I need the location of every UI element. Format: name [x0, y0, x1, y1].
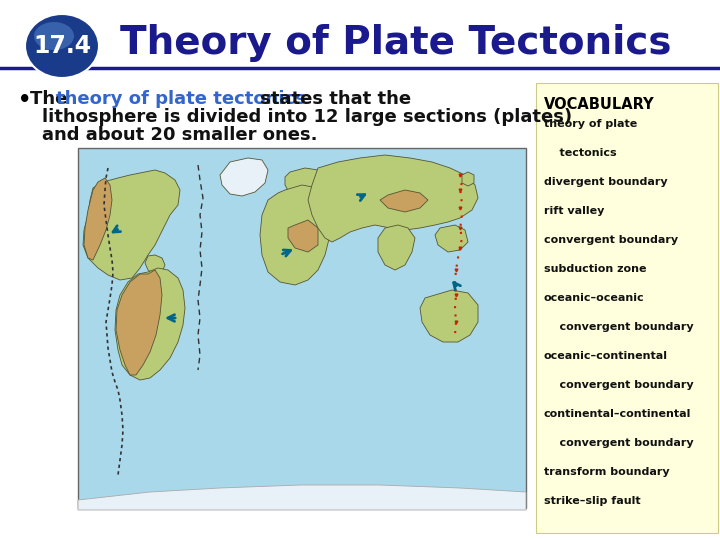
FancyBboxPatch shape	[536, 83, 718, 533]
Text: theory of plate: theory of plate	[544, 119, 637, 129]
Polygon shape	[115, 268, 185, 380]
Text: oceanic–continental: oceanic–continental	[544, 351, 668, 361]
Text: transform boundary: transform boundary	[544, 467, 670, 477]
Polygon shape	[285, 168, 325, 200]
Text: VOCABULARY: VOCABULARY	[544, 97, 654, 112]
Text: subduction zone: subduction zone	[544, 264, 647, 274]
Text: divergent boundary: divergent boundary	[544, 177, 667, 187]
Polygon shape	[116, 270, 162, 375]
Text: convergent boundary: convergent boundary	[544, 235, 678, 245]
Polygon shape	[378, 225, 415, 270]
Text: states that the: states that the	[254, 90, 411, 108]
Text: convergent boundary: convergent boundary	[544, 322, 693, 332]
Text: Theory of Plate Tectonics: Theory of Plate Tectonics	[120, 24, 672, 62]
Text: theory of plate tectonics: theory of plate tectonics	[56, 90, 306, 108]
Ellipse shape	[25, 14, 99, 78]
Text: convergent boundary: convergent boundary	[544, 438, 693, 448]
Text: oceanic–oceanic: oceanic–oceanic	[544, 293, 644, 303]
Text: tectonics: tectonics	[544, 148, 616, 158]
Polygon shape	[145, 255, 165, 275]
Text: rift valley: rift valley	[544, 206, 604, 216]
Polygon shape	[462, 172, 474, 186]
Text: continental–continental: continental–continental	[544, 409, 691, 419]
Text: convergent boundary: convergent boundary	[544, 380, 693, 390]
Text: lithosphere is divided into 12 large sections (plates): lithosphere is divided into 12 large sec…	[42, 108, 572, 126]
Text: The: The	[30, 90, 73, 108]
Polygon shape	[420, 290, 478, 342]
Text: •: •	[18, 90, 32, 110]
Polygon shape	[220, 158, 268, 196]
Text: 17.4: 17.4	[33, 34, 91, 58]
Polygon shape	[78, 485, 526, 510]
Polygon shape	[84, 178, 112, 260]
Polygon shape	[435, 225, 468, 252]
Text: and about 20 smaller ones.: and about 20 smaller ones.	[42, 126, 318, 144]
FancyBboxPatch shape	[78, 148, 526, 508]
Text: strike–slip fault: strike–slip fault	[544, 496, 641, 506]
Polygon shape	[288, 220, 318, 252]
Ellipse shape	[34, 22, 74, 50]
Polygon shape	[83, 170, 180, 280]
Polygon shape	[260, 185, 332, 285]
Polygon shape	[380, 190, 428, 212]
Polygon shape	[308, 155, 478, 242]
